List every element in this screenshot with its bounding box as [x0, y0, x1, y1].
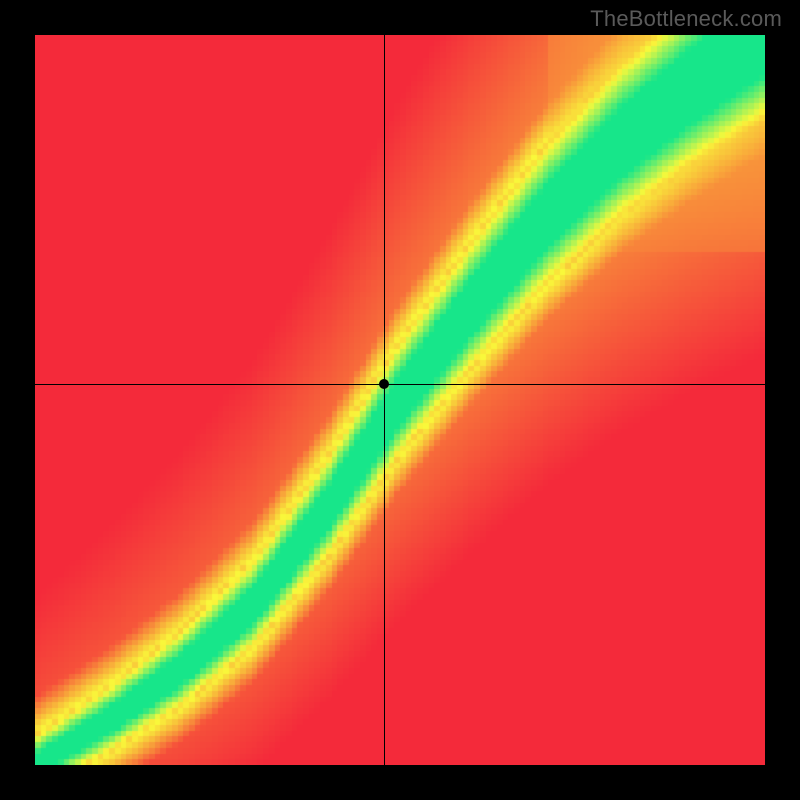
- watermark-text: TheBottleneck.com: [590, 6, 782, 32]
- marker-dot: [379, 379, 389, 389]
- heatmap-canvas: [35, 35, 765, 765]
- chart-container: TheBottleneck.com: [0, 0, 800, 800]
- crosshair-horizontal: [35, 384, 765, 385]
- crosshair-vertical: [384, 35, 385, 765]
- plot-area: [35, 35, 765, 765]
